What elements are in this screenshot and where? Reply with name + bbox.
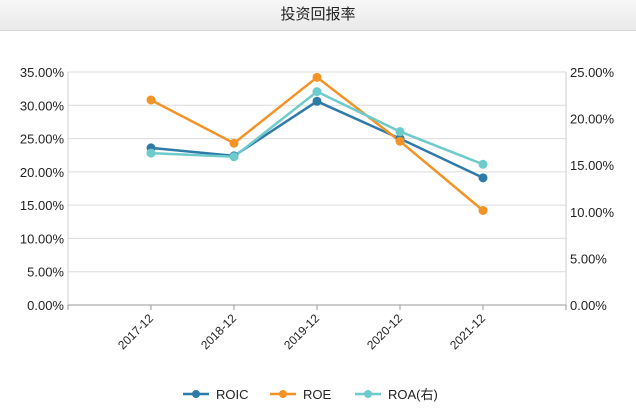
y-left-tick-label: 20.00% [20,165,65,180]
x-tick-label: 2021-12 [447,311,488,352]
legend-swatch-marker [192,390,200,398]
data-point [395,127,405,137]
legend-label: ROA(右) [388,387,438,402]
data-point [395,136,405,146]
x-tick-label: 2018-12 [198,311,239,352]
y-left-tick-label: 0.00% [27,298,64,313]
left-y-axis-ticks: 0.00% 5.00% 10.00% 15.00% 20.00% 25.00% 30.00%… [20,65,65,313]
legend-swatch-marker [364,390,372,398]
legend-label: ROE [303,387,332,402]
y-left-tick-label: 15.00% [20,198,65,213]
data-point [478,173,488,183]
series-points [146,72,488,215]
data-point [229,152,239,162]
y-right-tick-label: 15.00% [570,158,615,173]
x-tick-label: 2019-12 [281,311,322,352]
data-point [478,205,488,215]
data-point [312,87,322,97]
y-left-tick-label: 30.00% [20,98,65,113]
series-line [150,100,484,179]
y-left-tick-label: 35.00% [20,65,65,80]
data-point [312,72,322,82]
axes [67,72,567,306]
y-left-tick-label: 10.00% [20,231,65,246]
chart-title: 投资回报率 [280,6,356,23]
y-left-tick-label: 5.00% [27,265,64,280]
data-point [478,159,488,169]
legend: ROIC ROE ROA(右) [183,387,438,402]
legend-label: ROIC [216,387,249,402]
y-right-tick-label: 10.00% [570,205,615,220]
data-point [229,138,239,148]
x-tick-label: 2020-12 [364,311,405,352]
data-point [312,96,322,106]
y-right-tick-label: 20.00% [570,112,615,127]
data-point [146,95,156,105]
right-y-axis-ticks: 0.00% 5.00% 10.00% 15.00% 20.00% 25.00% [570,65,615,313]
y-right-tick-label: 25.00% [570,65,615,80]
data-point [146,148,156,158]
x-axis-ticks: 2017-12 2018-12 2019-12 2020-12 2021-12 [67,305,567,352]
y-right-tick-label: 5.00% [570,251,607,266]
legend-swatch-marker [279,390,287,398]
y-right-tick-label: 0.00% [570,298,607,313]
grid-lines [68,71,566,306]
y-left-tick-label: 25.00% [20,132,65,147]
x-tick-label: 2017-12 [115,311,156,352]
chart-header: 投资回报率 [0,0,636,31]
